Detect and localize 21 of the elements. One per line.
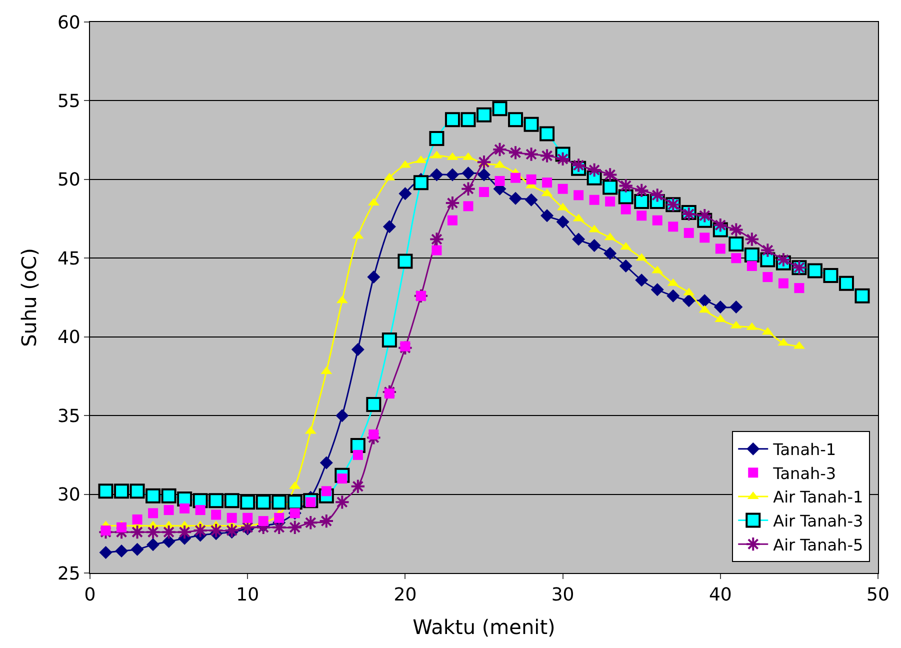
legend-label: Air Tanah-1 [773, 488, 864, 507]
legend-label: Tanah-3 [772, 464, 836, 483]
y-tick-label: 45 [57, 248, 80, 270]
y-tick-label: 35 [57, 406, 80, 427]
legend-label: Tanah-1 [772, 440, 836, 460]
x-axis-title: Waktu (menit) [412, 615, 556, 640]
y-tick-label: 30 [57, 484, 80, 506]
y-tick-label: 60 [57, 12, 80, 34]
x-tick-label: 0 [84, 584, 96, 606]
x-tick-label: 10 [236, 584, 260, 606]
legend-label: Air Tanah-3 [773, 512, 864, 531]
x-tick-label: 40 [708, 584, 732, 606]
x-tick-label: 20 [394, 584, 417, 606]
y-tick-label: 40 [57, 327, 80, 348]
y-tick-label: 25 [57, 563, 80, 584]
x-tick-label: 30 [551, 584, 574, 606]
x-tick-label: 50 [866, 584, 890, 606]
y-tick-label: 50 [57, 170, 80, 191]
y-tick-label: 55 [57, 91, 80, 112]
y-axis-title: Suhu (oC) [16, 248, 41, 347]
legend-label: Air Tanah-5 [773, 535, 864, 554]
